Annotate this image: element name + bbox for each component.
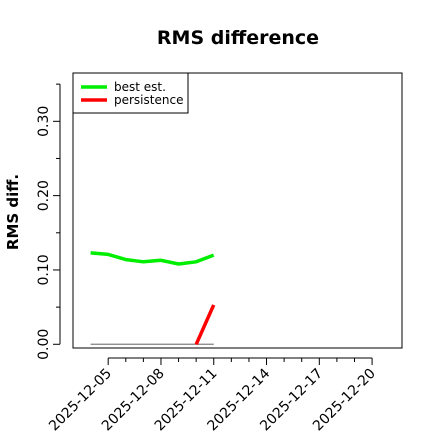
- y-tick-label: 0.30: [36, 106, 52, 137]
- series-lines: [90, 251, 216, 346]
- legend-label-persistence: persistence: [114, 93, 183, 107]
- plot-frame: [72, 72, 403, 349]
- y-tick-label: 0.00: [36, 329, 52, 360]
- legend-box: [72, 72, 189, 114]
- y-axis: 0.00 0.10 0.20 0.30: [36, 83, 61, 360]
- y-tick-label: 0.20: [36, 180, 52, 211]
- persistence-line: [194, 304, 216, 346]
- y-axis-label: RMS diff.: [4, 174, 22, 250]
- x-axis: 2025-12-052025-12-082025-12-112025-12-14…: [46, 357, 379, 434]
- chart-title: RMS difference: [157, 27, 319, 49]
- y-tick-label: 0.10: [36, 254, 52, 285]
- legend-label-best-est: best est.: [114, 80, 166, 94]
- legend: best est.persistence: [72, 72, 189, 114]
- best-est-line: [90, 251, 215, 266]
